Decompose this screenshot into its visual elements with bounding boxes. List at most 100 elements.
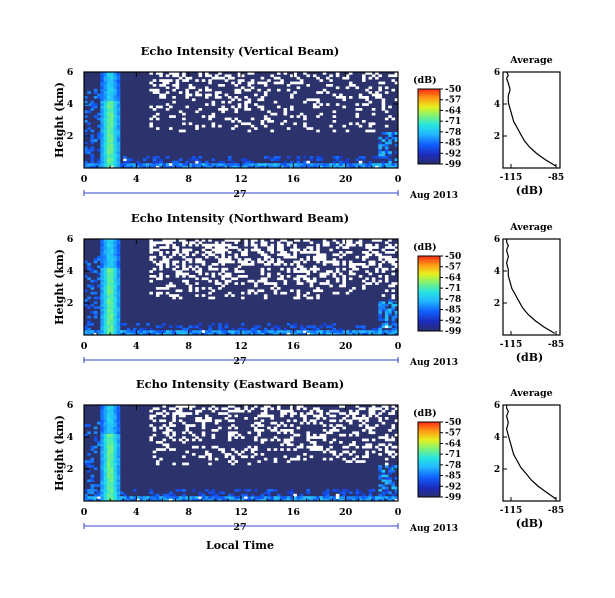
heatmap-cell [116,132,121,135]
heatmap-cell [293,493,297,497]
heatmap-cell [244,251,248,254]
heatmap-cell [116,306,121,309]
heatmap-cell [391,267,396,271]
heatmap-cell [303,165,307,169]
heatmap-cell [296,248,301,252]
heatmap-cell [93,301,98,305]
heatmap-cell [103,481,108,485]
heatmap-cell [165,260,170,264]
heatmap-cell [221,165,225,169]
heatmap-cell [162,409,167,413]
heatmap-cell [319,330,324,333]
heatmap-cell [182,165,186,169]
heatmap-cell [234,332,239,336]
heatmap-cell [110,139,114,142]
heatmap-cell [227,163,232,166]
heatmap-cell [116,462,121,466]
heatmap-cell [371,431,376,435]
heatmap-cell [182,267,186,271]
heatmap-cell [378,407,382,411]
heatmap-cell [234,124,239,128]
heatmap-cell [237,453,242,456]
heatmap-cell [178,325,183,329]
heatmap-cell [103,76,108,80]
heatmap-cell [296,160,301,164]
heatmap-cell [208,332,212,336]
heatmap-cell [322,282,327,285]
heatmap-cell [218,84,222,87]
heatmap-cell [152,498,157,502]
heatmap-cell [260,332,265,336]
heatmap-cell [110,136,114,140]
heatmap-cell [250,496,255,499]
heatmap-cell [306,255,310,259]
heatmap-cell [149,258,153,261]
heatmap-cell [241,330,245,333]
heatmap-cell [191,267,196,271]
heatmap-cell [116,267,121,271]
heatmap-cell [116,323,121,326]
heatmap-cell [188,287,193,290]
colorbar-tick-label: -85 [445,472,461,482]
heatmap-cell [355,165,360,169]
heatmap-cell [100,88,104,92]
heatmap-cell [100,129,104,133]
heatmap-cell [263,498,268,502]
heatmap-cell [106,136,111,140]
heatmap-cell [188,165,193,169]
heatmap-cell [231,277,235,281]
heatmap-cell [371,426,376,430]
heatmap-cell [335,96,340,99]
heatmap-cell [185,105,189,109]
heatmap-cell [280,448,284,451]
heatmap-cell [267,493,271,497]
heatmap-cell [195,332,199,336]
heatmap-cell [110,441,114,444]
heatmap-cell [162,448,167,451]
heatmap-cell [103,433,108,437]
heatmap-cell [113,139,118,142]
heatmap-cell [286,332,291,336]
heatmap-cell [110,108,114,111]
heatmap-cell [371,260,376,264]
heatmap-cell [329,163,333,166]
heatmap-cell [342,332,346,336]
heatmap-cell [208,327,212,331]
heatmap-cell [178,332,183,336]
heatmap-cell [110,327,114,331]
heatmap-cell [378,496,382,499]
heatmap-cell [312,255,317,259]
heatmap-cell [371,122,376,126]
y-tick-label: 4 [67,266,74,277]
heatmap-cell [100,436,104,439]
heatmap-cell [103,74,108,78]
heatmap-cell [110,98,114,102]
heatmap-cell [286,443,291,447]
heatmap-cell [394,72,399,75]
heatmap-cell [172,246,176,249]
x-tick-label: -85 [548,340,564,350]
heatmap-cell [205,88,209,92]
heatmap-cell [110,481,114,485]
heatmap-cell [276,332,281,336]
heatmap-cell [342,267,346,271]
heatmap-cell [155,165,160,169]
heatmap-cell [221,284,225,288]
x-tick-label: 12 [234,507,247,518]
heatmap-cell [208,81,212,85]
heatmap-cell [309,284,314,288]
heatmap-cell [106,134,111,138]
heatmap-cell [316,100,320,104]
heatmap-cell [172,284,176,288]
heatmap-cell [162,323,167,326]
heatmap-cell [352,431,356,435]
heatmap-cell [283,431,288,435]
heatmap-cell [384,86,389,90]
heatmap-cell [103,311,108,314]
heatmap-cell [247,122,252,126]
heatmap-cell [319,282,324,285]
heatmap-cell [152,115,157,118]
heatmap-cell [384,481,389,485]
heatmap-cell [100,301,104,305]
heatmap-cell [155,407,160,411]
